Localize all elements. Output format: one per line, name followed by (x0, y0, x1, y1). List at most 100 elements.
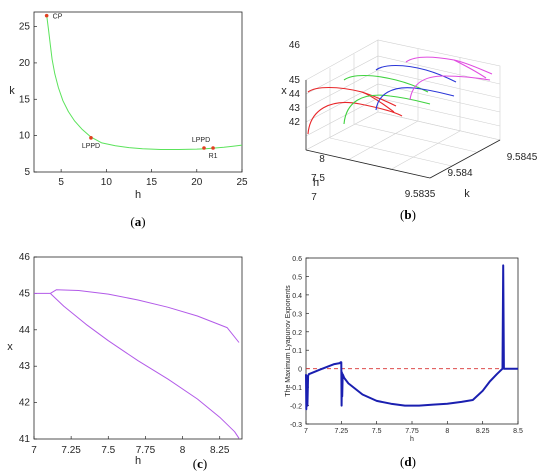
panel-d-label: (d) (400, 454, 416, 469)
x-tick-label: 7 (31, 445, 37, 456)
panel-b-curve-magenta-1 (409, 75, 491, 101)
panel-b-curve-red-1 (307, 102, 403, 135)
y-tick-label: 0.6 (292, 256, 302, 263)
y-tick-label: 0.3 (292, 311, 302, 318)
panel-b-ytick: 7 (311, 192, 317, 203)
panel-c-x-ticks: 7 7.25 7.5 7.75 8 8.25 (31, 436, 230, 456)
lyapunov-exponent-line (305, 264, 518, 411)
y-tick-label: 10 (19, 131, 31, 142)
panel-b-z-ticks: 42 43 44 45 46 (289, 40, 301, 128)
panel-b-xtick: 9.5845 (507, 152, 538, 163)
panel-b-xtick: 9.584 (447, 168, 472, 179)
panel-b-axes (305, 80, 501, 179)
special-point-label: LPPD (192, 137, 210, 144)
y-tick-label: -0.2 (290, 404, 302, 411)
panel-d-ylabel: The Maximum Lyapunov Exponents (285, 285, 292, 397)
x-tick-label: 8.5 (513, 428, 523, 435)
panel-d-frame (305, 257, 519, 425)
panel-a-y-ticks: 5 10 15 20 25 (19, 22, 37, 178)
panel-a-frame (33, 11, 243, 173)
panel-b-ztick: 43 (289, 103, 301, 114)
y-tick-label: 0.1 (292, 348, 302, 355)
panel-b-curve-green-1 (343, 94, 431, 125)
special-point (44, 13, 49, 18)
panel-a: 5 10 15 20 25 5 10 15 20 25 CP LPPD LPPD R1 h k (a) (9, 11, 248, 229)
special-point-label: R1 (209, 153, 218, 160)
y-tick-label: 20 (19, 58, 31, 69)
panel-a-ylabel: k (9, 85, 15, 97)
special-point (89, 136, 93, 140)
panel-b-zlabel: x (281, 85, 287, 97)
series-line-2 (49, 293, 240, 439)
panel-b-ztick: 46 (289, 40, 301, 51)
panel-c-series (34, 289, 240, 439)
panel-a-xlabel: h (135, 189, 141, 201)
x-tick-label: 7.25 (61, 445, 81, 456)
panel-a-x-ticks: 5 10 15 20 25 (58, 169, 248, 188)
y-tick-label: 15 (19, 94, 31, 105)
panel-b-curves (307, 56, 493, 135)
x-tick-label: 20 (191, 177, 203, 188)
special-point-label: CP (53, 14, 63, 21)
x-tick-label: 10 (101, 177, 113, 188)
y-tick-label: 0.4 (292, 293, 302, 300)
x-tick-label: 7.25 (335, 428, 349, 435)
series-line-0 (46, 15, 243, 150)
panel-b-label: (b) (400, 207, 416, 222)
panel-c-label: (c) (193, 456, 207, 471)
y-tick-label: 43 (19, 361, 31, 372)
panel-b-xtick: 9.5835 (405, 189, 436, 200)
panel-d-xlabel: h (410, 436, 414, 443)
panel-c-ylabel: x (7, 341, 13, 353)
panel-b-curve-blue-2 (375, 64, 457, 83)
panel-a-points: CP LPPD LPPD R1 (44, 13, 218, 160)
special-point (202, 146, 206, 150)
panel-c-frame (33, 256, 243, 440)
panel-a-series (46, 15, 243, 150)
y-tick-label: 0 (298, 367, 302, 374)
y-tick-label: 46 (19, 252, 31, 263)
x-tick-label: 8.25 (476, 428, 490, 435)
y-tick-label: 0.2 (292, 330, 302, 337)
y-tick-label: 44 (19, 325, 31, 336)
panel-c-xlabel: h (135, 455, 141, 467)
x-tick-label: 5 (58, 177, 64, 188)
y-tick-label: 0.5 (292, 274, 302, 281)
x-tick-label: 8.25 (210, 445, 230, 456)
x-tick-label: 7.75 (405, 428, 419, 435)
x-tick-label: 7.5 (372, 428, 382, 435)
panel-b-y-ticks: 7 7.5 8 (311, 154, 325, 203)
panel-b-ztick: 45 (289, 75, 301, 86)
y-tick-label: -0.1 (290, 385, 302, 392)
y-tick-label: 5 (24, 167, 30, 178)
y-tick-label: -0.3 (290, 422, 302, 429)
panel-b-xlabel: k (464, 188, 470, 200)
x-tick-label: 7.5 (101, 445, 115, 456)
y-tick-label: 25 (19, 22, 31, 33)
panel-d-series (305, 264, 518, 411)
panel-b-ytick: 8 (319, 154, 325, 165)
y-tick-label: 45 (19, 288, 31, 299)
panel-d-y-ticks: -0.3 -0.2 -0.1 0 0.1 0.2 0.3 0.4 0.5 0.6 (290, 256, 309, 429)
panel-a-label: (a) (130, 214, 145, 229)
x-tick-label: 8 (180, 445, 186, 456)
panel-b-ztick: 42 (289, 117, 301, 128)
panel-b-ztick: 44 (289, 89, 301, 100)
series-line-1 (50, 289, 240, 343)
special-point-label: LPPD (82, 143, 100, 150)
x-tick-label: 7.75 (136, 445, 156, 456)
panel-b: 42 43 44 45 46 7 7.5 8 9.5835 9.584 9.58… (281, 39, 538, 222)
x-tick-label: 25 (236, 177, 248, 188)
panel-d-x-ticks: 7 7.25 7.5 7.75 8 8.25 8.5 (304, 421, 523, 435)
panel-b-curve-magenta-3 (453, 59, 487, 79)
x-tick-label: 7 (304, 428, 308, 435)
x-tick-label: 8 (445, 428, 449, 435)
panel-d: 7 7.25 7.5 7.75 8 8.25 8.5 -0.3 -0.2 -0.1 0 0.1 0.2… (285, 256, 523, 469)
panel-b-box (305, 39, 501, 179)
panel-b-x-ticks: 9.5835 9.584 9.5845 (405, 152, 538, 200)
panel-b-ytick: 7.5 (311, 173, 325, 184)
panel-c: 7 7.25 7.5 7.75 8 8.25 41 42 43 44 45 46 h x (7, 252, 243, 467)
panel-c-y-ticks: 41 42 43 44 45 46 (19, 252, 37, 445)
x-tick-label: 15 (146, 177, 158, 188)
